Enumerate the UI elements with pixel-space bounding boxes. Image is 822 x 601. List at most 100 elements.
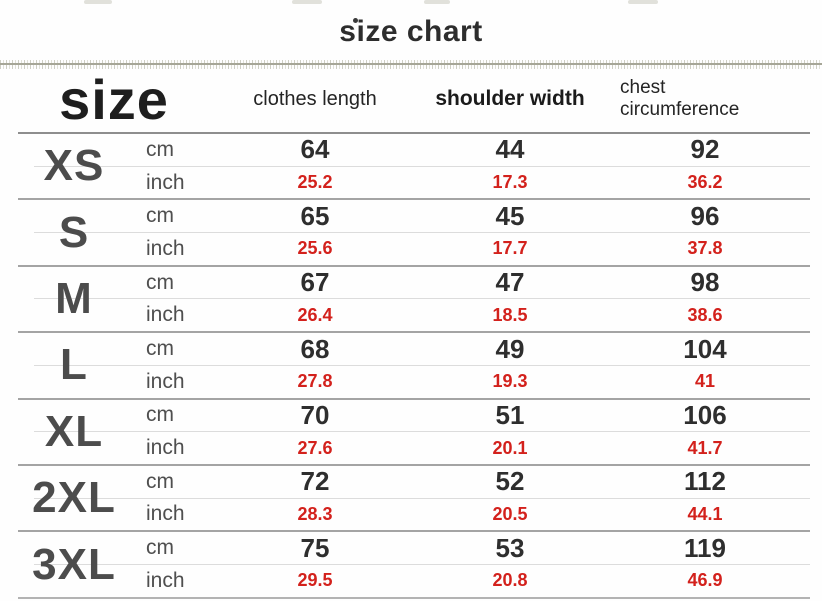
inch-value: 18.5	[492, 304, 528, 325]
unit-label-cm: cm	[146, 403, 174, 427]
inch-value: 17.7	[492, 238, 528, 259]
column-header-clothes-length: clothes length	[253, 87, 377, 110]
inch-row: inch 27.8 19.3 41	[130, 366, 810, 398]
inch-value: 38.6	[687, 304, 723, 325]
cm-value: 92	[690, 134, 720, 165]
unit-separator-line	[34, 564, 810, 566]
inch-row: inch 28.3 20.5 44.1	[130, 499, 810, 531]
size-label: 2XL	[32, 473, 116, 523]
scan-artifact	[628, 0, 658, 4]
unit-label-inch: inch	[146, 436, 185, 460]
cm-value: 72	[300, 466, 330, 497]
unit-separator-line	[34, 497, 810, 499]
unit-separator-line	[34, 298, 810, 300]
inch-value: 27.8	[297, 371, 333, 392]
inch-value: 25.2	[297, 172, 333, 193]
unit-label-inch: inch	[146, 236, 185, 260]
cm-value: 68	[300, 333, 330, 364]
inch-row: inch 26.4 18.5 38.6	[130, 299, 810, 331]
inch-value: 19.3	[492, 371, 528, 392]
inch-row: inch 25.6 17.7 37.8	[130, 233, 810, 265]
size-row-group-s: S cm 65 45 96 inch 25.6 17.7 37.8	[18, 198, 810, 264]
cm-value: 96	[690, 200, 720, 231]
cm-value: 52	[495, 466, 525, 497]
cm-value: 44	[495, 134, 525, 165]
inch-value: 17.3	[492, 172, 528, 193]
unit-separator-line	[34, 364, 810, 366]
cm-value: 51	[495, 399, 525, 430]
inch-value: 41	[694, 371, 716, 392]
scan-artifact	[84, 0, 112, 4]
size-label: XS	[43, 141, 105, 191]
cm-value: 65	[300, 200, 330, 231]
unit-label-inch: inch	[146, 303, 185, 327]
inch-value: 20.5	[492, 503, 528, 524]
cm-value: 45	[495, 200, 525, 231]
inch-row: inch 29.5 20.8 46.9	[130, 565, 810, 597]
page-title: size chart	[339, 15, 483, 48]
size-label: M	[55, 273, 93, 323]
table-bottom-border	[18, 596, 810, 599]
inch-value: 20.8	[492, 570, 528, 591]
cm-value: 53	[495, 532, 525, 563]
cm-row: cm 72 52 112	[130, 466, 810, 498]
cm-row: cm 75 53 119	[130, 532, 810, 564]
unit-label-inch: inch	[146, 170, 185, 194]
size-row-group-l: L cm 68 49 104 inch 27.8 19.3 41	[18, 331, 810, 397]
size-label: XL	[44, 406, 104, 456]
inch-row: inch 25.2 17.3 36.2	[130, 167, 810, 199]
column-header-shoulder-width: shoulder width	[435, 87, 585, 110]
table-header-row: size clothes length shoulder width chest…	[18, 66, 810, 132]
cm-value: 119	[684, 532, 726, 563]
unit-label-cm: cm	[146, 469, 174, 493]
inch-value: 44.1	[687, 503, 723, 524]
cm-value: 49	[495, 333, 525, 364]
unit-label-inch: inch	[146, 502, 185, 526]
size-label: L	[60, 340, 88, 390]
inch-value: 28.3	[297, 503, 333, 524]
inch-value: 41.7	[687, 437, 723, 458]
unit-separator-line	[34, 431, 810, 433]
inch-value: 27.6	[297, 437, 333, 458]
cm-value: 47	[495, 267, 525, 298]
size-row-group-m: M cm 67 47 98 inch 26.4 18.5 38.6	[18, 264, 810, 331]
inch-value: 25.6	[297, 238, 333, 259]
cm-row: cm 65 45 96	[130, 200, 810, 232]
size-row-group-xl: XL cm 70 51 106 inch 27.6 20.1 41.7	[18, 397, 810, 464]
unit-label-inch: inch	[146, 369, 185, 393]
scan-speck	[353, 18, 358, 23]
unit-label-inch: inch	[146, 568, 185, 592]
cm-value: 67	[300, 267, 330, 298]
unit-label-cm: cm	[146, 204, 174, 228]
unit-label-cm: cm	[146, 270, 174, 294]
unit-separator-line	[34, 165, 810, 167]
cm-value: 104	[683, 333, 727, 364]
inch-value: 29.5	[297, 570, 333, 591]
cm-row: cm 67 47 98	[130, 267, 810, 299]
unit-label-cm: cm	[146, 536, 174, 560]
inch-value: 26.4	[297, 304, 333, 325]
size-label: 3XL	[32, 539, 116, 589]
inch-value: 46.9	[687, 570, 723, 591]
size-row-group-3xl: 3XL cm 75 53 119 inch 29.5 20.8 46.9	[18, 530, 810, 596]
cm-row: cm 70 51 106	[130, 400, 810, 432]
inch-value: 36.2	[687, 172, 723, 193]
cm-value: 75	[300, 532, 330, 563]
size-label: S	[58, 207, 90, 257]
cm-row: cm 68 49 104	[130, 333, 810, 365]
size-table: XS cm 64 44 92 inch 25.2 17.3 36.2 S cm …	[18, 132, 810, 599]
cm-row: cm 64 44 92	[130, 134, 810, 166]
hatched-divider	[0, 60, 822, 69]
scan-artifact	[292, 0, 322, 4]
cm-value: 106	[683, 399, 727, 430]
size-column-header: size	[59, 67, 169, 131]
inch-row: inch 27.6 20.1 41.7	[130, 432, 810, 464]
size-row-group-xs: XS cm 64 44 92 inch 25.2 17.3 36.2	[18, 132, 810, 198]
column-header-chest-circumference: chest circumference	[620, 77, 740, 120]
size-row-group-2xl: 2XL cm 72 52 112 inch 28.3 20.5 44.1	[18, 463, 810, 531]
cm-value: 70	[300, 399, 330, 430]
unit-label-cm: cm	[146, 137, 174, 161]
cm-value: 112	[684, 466, 726, 497]
unit-separator-line	[34, 232, 810, 234]
